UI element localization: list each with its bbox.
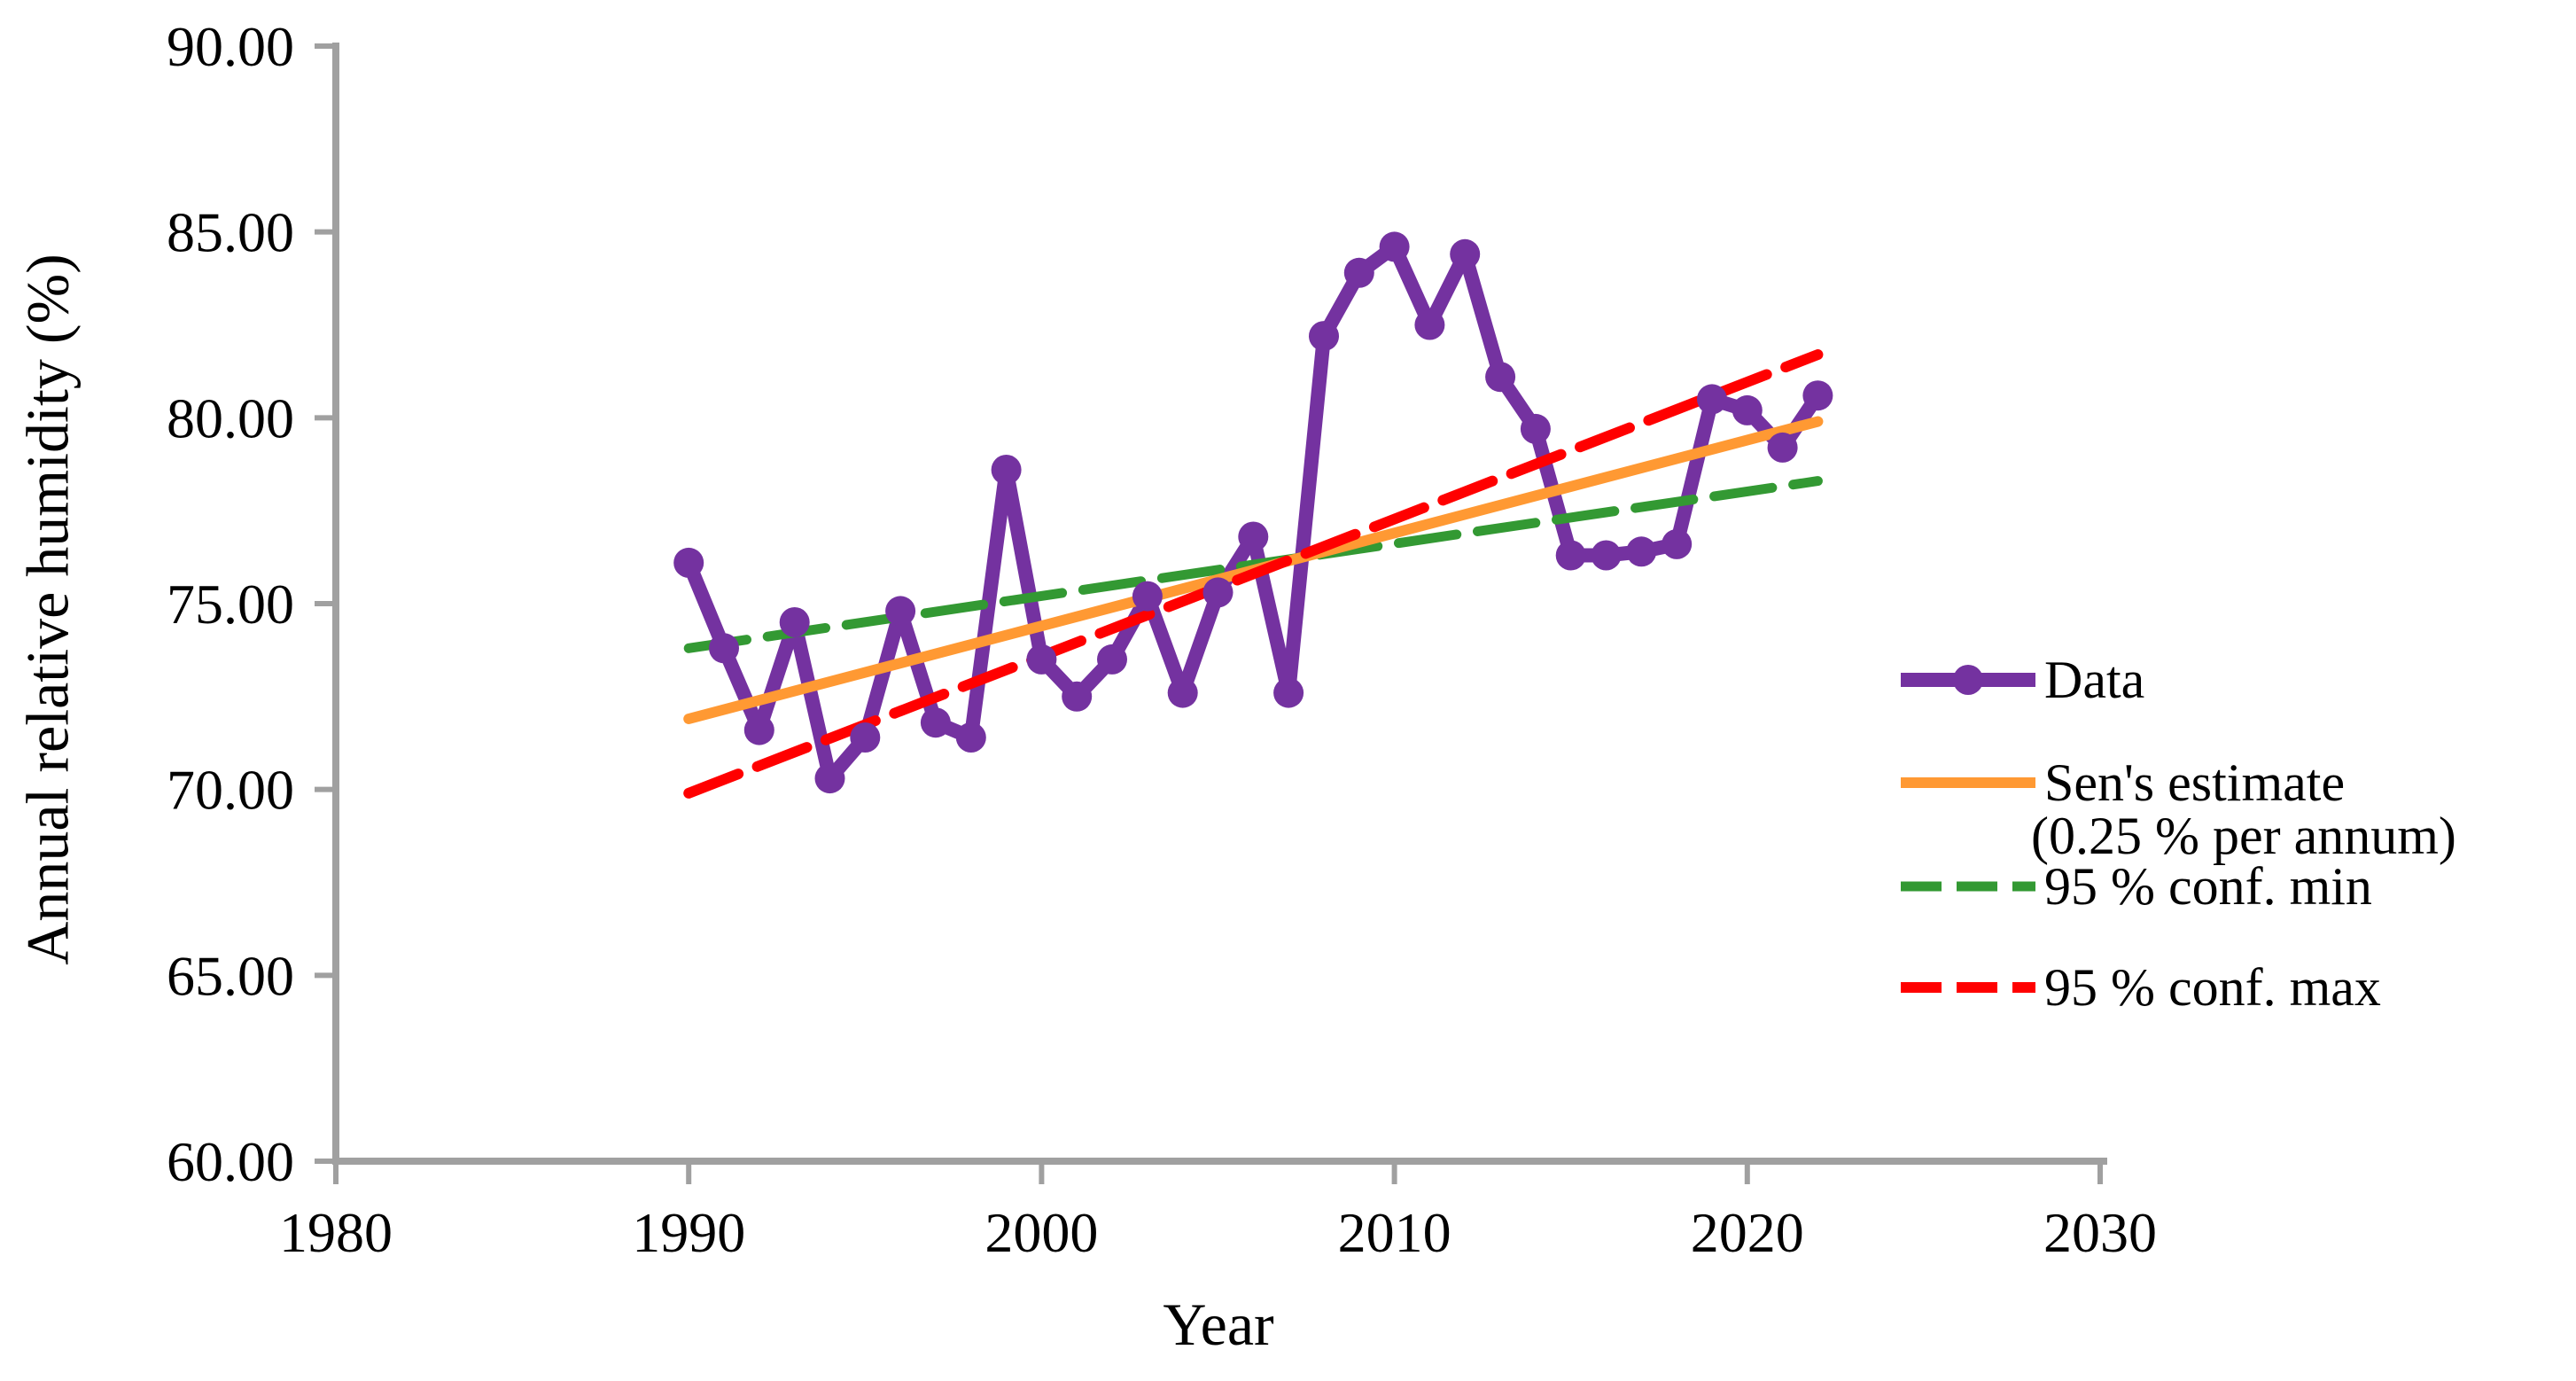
data-point-marker (1097, 644, 1127, 675)
data-point-marker (955, 722, 986, 753)
data-series-line (681, 239, 1825, 786)
legend-label-sens-estimate-rate: (0.25 % per annum) (2031, 807, 2456, 865)
legend-label-conf-max: 95 % conf. max (2044, 958, 2381, 1017)
data-point-marker (1450, 238, 1481, 269)
conf-max-line (683, 349, 1824, 799)
y-tick-label: 90.00 (167, 15, 294, 78)
x-tick-label: 2010 (1338, 1201, 1451, 1264)
data-point-marker (1555, 540, 1586, 571)
data-point-marker (1343, 257, 1374, 288)
data-point-marker (814, 763, 845, 794)
conf-min-line (683, 476, 1823, 653)
data-point-marker (850, 722, 881, 753)
data-point-marker (743, 714, 774, 745)
legend-label-sens-estimate: Sen's estimate (2044, 753, 2346, 812)
legend-item-conf-max: 95 % conf. max (1901, 959, 2381, 1016)
data-point-marker (1414, 309, 1445, 340)
data-point-marker (1485, 362, 1516, 393)
legend-item-data: Data (1901, 651, 2144, 708)
data-point-marker (1309, 321, 1339, 352)
y-tick-label: 60.00 (167, 1130, 294, 1193)
data-point-marker (1732, 394, 1763, 425)
legend-label-conf-min: 95 % conf. min (2044, 857, 2372, 916)
y-tick-label: 65.00 (167, 944, 294, 1007)
data-point-marker (1167, 677, 1198, 708)
y-tick-label: 75.00 (167, 573, 294, 636)
data-point-marker (1026, 644, 1057, 675)
legend-item-sens-estimate: Sen's estimate (1901, 754, 2345, 811)
x-tick-label: 1990 (632, 1201, 745, 1264)
data-point-marker (1202, 577, 1234, 608)
data-point-marker (1591, 540, 1622, 571)
y-tick-label: 70.00 (167, 759, 294, 822)
legend-item-conf-min: 95 % conf. min (1901, 858, 2372, 915)
data-point-marker (1697, 384, 1727, 415)
conf-max-swatch (1901, 982, 2035, 993)
x-tick-label: 1980 (279, 1201, 393, 1264)
data-point-marker (1238, 521, 1269, 552)
data-point-marker (885, 596, 916, 627)
data-series-swatch (1901, 665, 2035, 695)
data-point-marker (1520, 413, 1551, 444)
x-tick-label: 2030 (2043, 1201, 2157, 1264)
conf-min-swatch (1901, 881, 2035, 892)
data-swatch-marker (1953, 665, 1983, 695)
data-point-marker (1626, 536, 1657, 567)
y-axis-title: Annual relative humidity (%) (13, 254, 82, 965)
data-point-marker (1062, 681, 1093, 712)
data-point-marker (1379, 231, 1410, 262)
data-point-marker (1273, 677, 1304, 708)
data-point-marker (673, 547, 704, 578)
data-point-marker (991, 455, 1022, 485)
x-tick-label: 2000 (984, 1201, 1098, 1264)
data-point-marker (779, 607, 810, 637)
x-axis-title: Year (1163, 1291, 1274, 1358)
legend-label-data: Data (2044, 651, 2145, 709)
data-point-marker (1802, 380, 1833, 411)
data-point-marker (709, 633, 739, 664)
y-tick-label: 85.00 (167, 201, 294, 264)
data-point-marker (1662, 528, 1693, 559)
data-point-marker (1132, 581, 1163, 612)
data-point-marker (1767, 432, 1798, 463)
sens-estimate-swatch (1901, 777, 2035, 788)
data-point-marker (920, 707, 951, 738)
x-tick-label: 2020 (1691, 1201, 1804, 1264)
y-tick-label: 80.00 (167, 386, 294, 449)
